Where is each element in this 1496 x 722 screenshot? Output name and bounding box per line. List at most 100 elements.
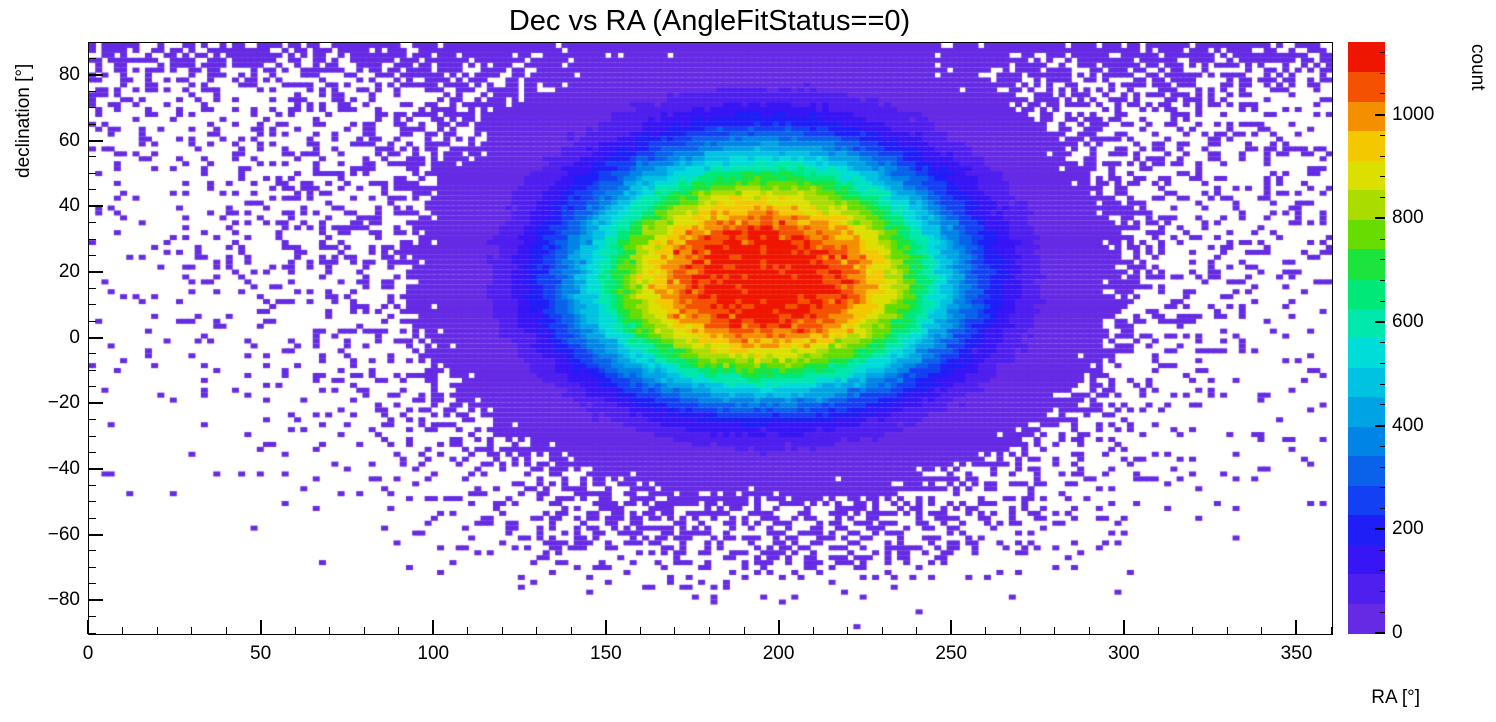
colorbar-tick bbox=[1375, 424, 1385, 427]
colorbar-minor-tick bbox=[1380, 362, 1385, 364]
x-tick-label: 150 bbox=[590, 643, 622, 664]
colorbar-band bbox=[1348, 337, 1385, 368]
colorbar-tick bbox=[1375, 217, 1385, 220]
x-axis-minor-tick bbox=[122, 627, 124, 634]
x-tick-label: 50 bbox=[250, 643, 272, 664]
x-axis-minor-tick bbox=[156, 627, 158, 634]
colorbar-band bbox=[1348, 160, 1385, 191]
heatmap-canvas bbox=[89, 43, 1332, 634]
y-axis-minor-tick bbox=[89, 172, 96, 174]
y-axis-tick bbox=[89, 336, 103, 339]
y-axis-tick bbox=[89, 402, 103, 405]
colorbar-minor-tick bbox=[1380, 383, 1385, 385]
colorbar-minor-tick bbox=[1380, 134, 1385, 136]
y-axis-tick bbox=[89, 73, 103, 76]
colorbar-minor-tick bbox=[1380, 259, 1385, 261]
x-axis-minor-tick bbox=[398, 627, 400, 634]
y-axis-minor-tick bbox=[89, 451, 96, 453]
x-axis-minor-tick bbox=[1226, 627, 1228, 634]
y-axis-minor-tick bbox=[89, 386, 96, 388]
y-axis-minor-tick bbox=[89, 435, 96, 437]
colorbar-band bbox=[1348, 219, 1385, 250]
y-axis-tick bbox=[89, 467, 103, 470]
y-axis-minor-tick bbox=[89, 41, 96, 43]
plot-title: Dec vs RA (AngleFitStatus==0) bbox=[508, 5, 911, 37]
colorbar-band bbox=[1348, 485, 1385, 516]
colorbar-minor-tick bbox=[1380, 487, 1385, 489]
x-axis-minor-tick bbox=[1019, 627, 1021, 634]
colorbar-minor-tick bbox=[1380, 570, 1385, 572]
y-axis-minor-tick bbox=[89, 632, 96, 634]
y-axis-minor-tick bbox=[89, 90, 96, 92]
x-axis-minor-tick bbox=[916, 627, 918, 634]
x-axis-minor-tick bbox=[294, 627, 296, 634]
x-axis-minor-tick bbox=[191, 627, 193, 634]
x-axis-minor-tick bbox=[639, 627, 641, 634]
colorbar-minor-tick bbox=[1380, 176, 1385, 178]
colorbar-minor-tick bbox=[1380, 591, 1385, 593]
x-axis-minor-tick bbox=[743, 627, 745, 634]
y-axis-minor-tick bbox=[89, 419, 96, 421]
y-axis-minor-tick bbox=[89, 238, 96, 240]
y-axis-minor-tick bbox=[89, 566, 96, 568]
colorbar-tick-label: 400 bbox=[1392, 414, 1424, 436]
y-axis-tick bbox=[89, 533, 103, 536]
y-axis-tick bbox=[89, 270, 103, 273]
y-axis-tick bbox=[89, 205, 103, 208]
y-axis-minor-tick bbox=[89, 57, 96, 59]
colorbar-minor-tick bbox=[1380, 342, 1385, 344]
colorbar-minor-tick bbox=[1380, 238, 1385, 240]
colorbar-minor-tick bbox=[1380, 404, 1385, 406]
x-axis-tick bbox=[777, 620, 780, 634]
y-axis-tick bbox=[89, 139, 103, 142]
y-tick-label: 60 bbox=[58, 129, 80, 151]
x-axis-minor-tick bbox=[329, 627, 331, 634]
y-axis-minor-tick bbox=[89, 369, 96, 371]
colorbar-minor-tick bbox=[1380, 155, 1385, 157]
y-axis-minor-tick bbox=[89, 189, 96, 191]
y-axis-tick bbox=[89, 599, 103, 602]
y-tick-label: −40 bbox=[47, 457, 80, 479]
y-tick-label: −20 bbox=[47, 392, 80, 414]
colorbar-tick bbox=[1375, 632, 1385, 634]
y-tick-label: 0 bbox=[69, 326, 80, 348]
x-axis-minor-tick bbox=[536, 627, 538, 634]
x-axis-minor-tick bbox=[881, 627, 883, 634]
colorbar-band bbox=[1348, 248, 1385, 279]
y-axis-minor-tick bbox=[89, 517, 96, 519]
x-tick-label: 250 bbox=[935, 643, 968, 664]
colorbar-band bbox=[1348, 573, 1385, 605]
x-axis-minor-tick bbox=[1261, 627, 1263, 634]
colorbar-band bbox=[1348, 71, 1385, 102]
x-axis-minor-tick bbox=[847, 627, 849, 634]
x-axis-minor-tick bbox=[467, 627, 469, 634]
y-tick-label: 40 bbox=[58, 195, 80, 217]
x-axis-minor-tick bbox=[1157, 627, 1159, 634]
x-tick-label: 300 bbox=[1107, 643, 1140, 664]
colorbar-tick bbox=[1375, 113, 1385, 116]
x-axis-minor-tick bbox=[985, 627, 987, 634]
colorbar-minor-tick bbox=[1380, 549, 1385, 551]
colorbar-tick-label: 0 bbox=[1392, 622, 1403, 643]
colorbar-band bbox=[1348, 367, 1385, 398]
y-axis-minor-tick bbox=[89, 254, 96, 256]
x-axis-minor-tick bbox=[1054, 627, 1056, 634]
x-axis-minor-tick bbox=[1192, 627, 1194, 634]
colorbar-tick-label: 600 bbox=[1392, 310, 1424, 332]
z-axis-title: count bbox=[1467, 44, 1488, 91]
colorbar-band bbox=[1348, 42, 1385, 73]
x-axis-tick bbox=[604, 620, 607, 634]
y-axis-minor-tick bbox=[89, 353, 96, 355]
colorbar-tick-label: 200 bbox=[1392, 518, 1424, 540]
y-tick-label: 80 bbox=[58, 63, 80, 85]
x-axis-minor-tick bbox=[570, 627, 572, 634]
y-axis-minor-tick bbox=[89, 550, 96, 552]
colorbar bbox=[1348, 42, 1385, 634]
x-axis-minor-tick bbox=[363, 627, 365, 634]
x-axis-title: RA [°] bbox=[1371, 687, 1420, 708]
x-axis-tick bbox=[432, 620, 435, 634]
y-tick-label: −80 bbox=[47, 589, 80, 611]
colorbar-minor-tick bbox=[1380, 197, 1385, 199]
colorbar-tick-label: 1000 bbox=[1392, 103, 1435, 125]
